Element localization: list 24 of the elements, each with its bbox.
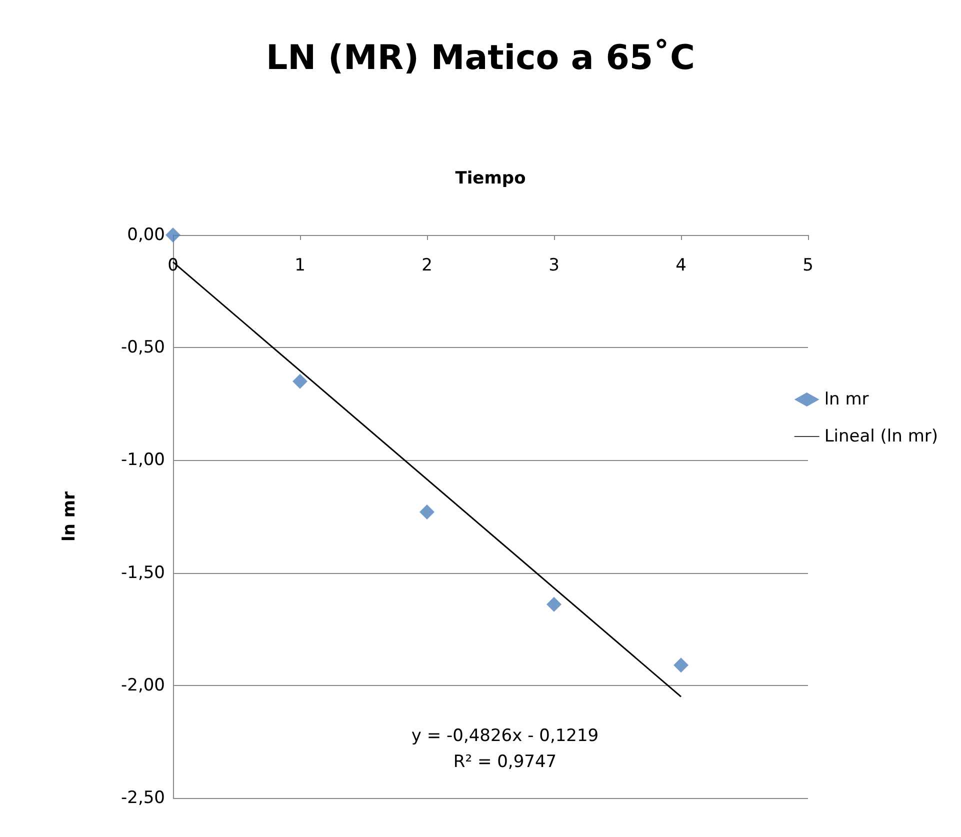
y-tick-label: -2,50	[121, 788, 165, 808]
x-tick-label: 5	[802, 256, 814, 276]
y-tick-label: -1,00	[121, 450, 165, 470]
annotation: R² = 0,9747	[453, 752, 557, 772]
y-tick-label: -1,50	[121, 562, 165, 583]
x-tick-label: 3	[548, 256, 560, 276]
y-tick-label: -2,00	[121, 675, 165, 696]
x-tick-label: 0	[168, 256, 178, 276]
y-tick-label: 0,00	[127, 225, 165, 245]
x-tick-label: 4	[676, 256, 686, 276]
x-tick-label: 2	[422, 256, 432, 276]
annotation: y = -0,4826x - 0,1219	[411, 726, 599, 746]
x-tick-label: 1	[294, 256, 306, 276]
y-axis-title: ln mr	[60, 490, 80, 542]
point	[292, 374, 308, 389]
point	[166, 228, 180, 242]
chart-title: LN (MR) Matico a 65˚C	[266, 38, 695, 78]
point	[546, 596, 562, 612]
legend-label: Lineal (ln mr)	[824, 426, 938, 446]
y-tick-label: -0,50	[121, 338, 165, 358]
x-axis-title: Tiempo	[455, 168, 526, 188]
point	[420, 504, 434, 520]
legend-label: ln mr	[824, 390, 869, 410]
point	[674, 658, 688, 673]
